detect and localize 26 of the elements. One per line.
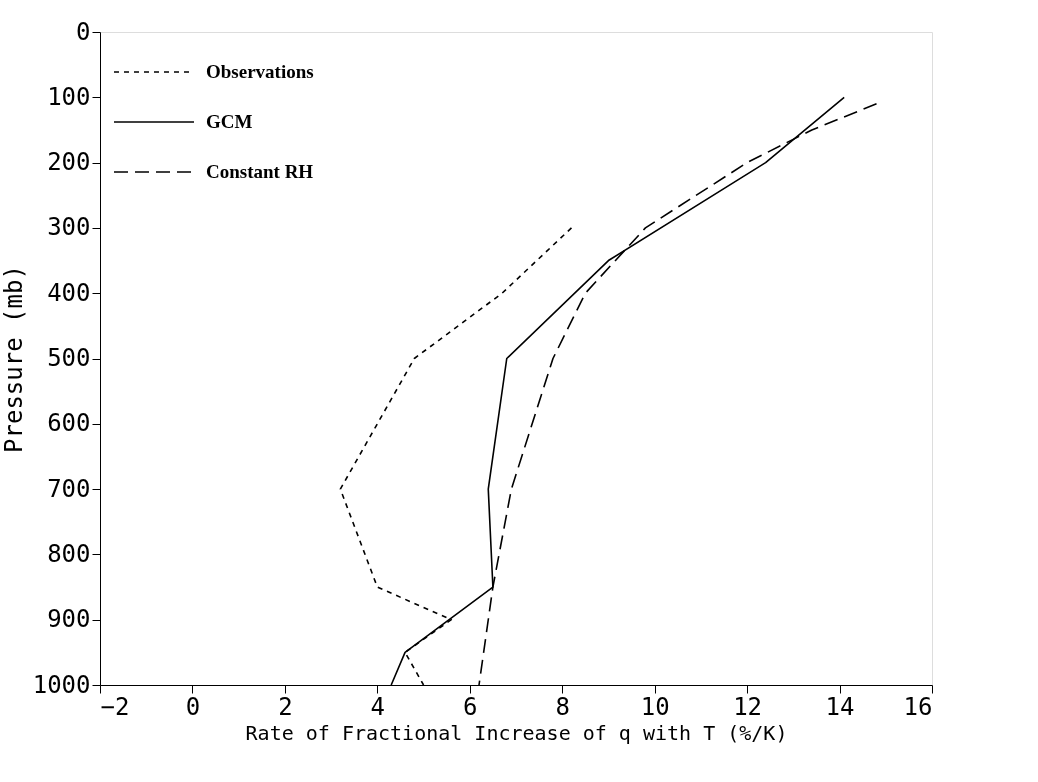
y-tick-label: 800 <box>47 539 91 568</box>
legend-label: Observations <box>206 61 314 82</box>
x-tick-label: 2 <box>278 692 293 721</box>
x-tick-label: 10 <box>640 692 670 721</box>
y-tick-label: 500 <box>47 344 91 372</box>
y-tick-label: 900 <box>47 605 91 634</box>
y-tick-label: 0 <box>76 17 91 46</box>
y-axis-title: Pressure (mb) <box>0 265 28 453</box>
y-tick-label: 600 <box>47 409 91 438</box>
x-tick-label: 16 <box>903 692 933 721</box>
x-tick-label: 6 <box>463 692 478 721</box>
x-tick-label: 12 <box>733 692 763 721</box>
legend-label: GCM <box>206 111 253 132</box>
y-tick-label: 200 <box>47 148 91 177</box>
y-tick-label: 100 <box>47 82 91 111</box>
x-tick-label: 0 <box>185 692 201 721</box>
legend-label: Constant RH <box>206 161 314 182</box>
x-tick-label: 4 <box>370 692 386 721</box>
y-tick-label: 400 <box>47 278 91 307</box>
x-tick-label: 8 <box>555 692 570 721</box>
x-tick-label: −2 <box>100 692 130 721</box>
y-tick-label: 700 <box>47 474 91 503</box>
y-tick-label: 1000 <box>32 670 91 699</box>
x-axis-title: Rate of Fractional Increase of q with T (%/K) <box>245 720 788 745</box>
y-tick-label: 300 <box>47 213 91 242</box>
x-tick-label: 14 <box>825 692 855 721</box>
